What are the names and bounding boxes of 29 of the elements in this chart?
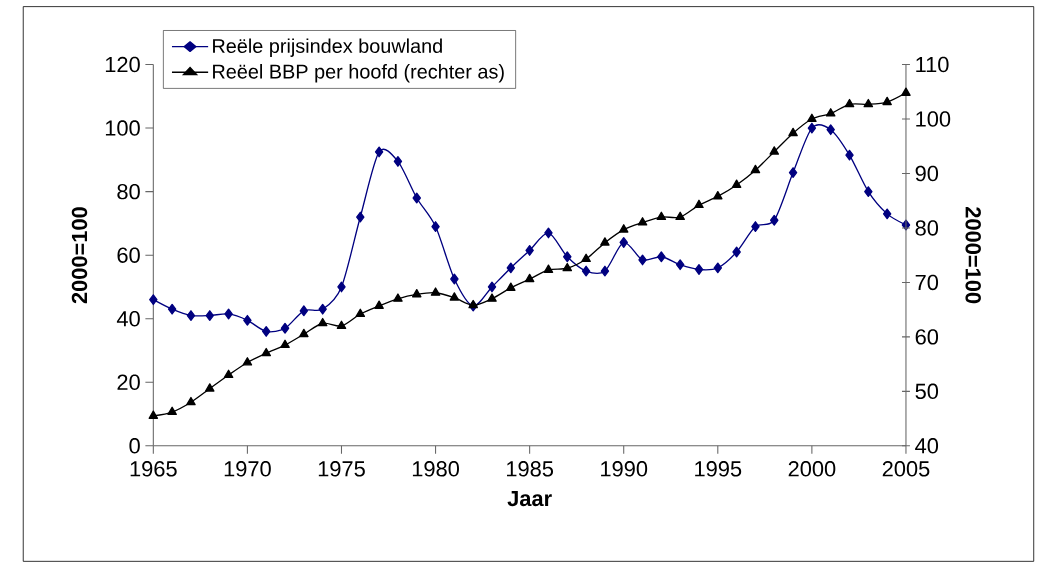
x-tick-label: 1990 bbox=[601, 461, 648, 477]
y2-tick-label: 50 bbox=[915, 383, 939, 400]
x-tick-label: 1980 bbox=[412, 461, 459, 477]
legend-label: Reële prijsindex bouwland bbox=[213, 38, 442, 57]
x-tick-label: 1985 bbox=[507, 461, 554, 477]
legend-label: Reëel BBP per hoofd (rechter as) bbox=[213, 64, 504, 83]
x-tick-label: 1975 bbox=[318, 461, 365, 477]
y2-tick-label: 70 bbox=[915, 274, 939, 291]
x-tick-label: 1970 bbox=[224, 461, 271, 477]
y-tick-label: 0 bbox=[129, 438, 140, 454]
x-tick-label: 2000 bbox=[788, 461, 836, 477]
y-tick-label: 80 bbox=[117, 183, 140, 200]
y2-tick-label: 110 bbox=[916, 56, 949, 73]
x-tick-label: 2005 bbox=[882, 461, 930, 477]
y2-axis-title: 2000=100 bbox=[965, 207, 981, 304]
y-tick-label: 100 bbox=[105, 120, 140, 136]
x-axis-title: Jaar bbox=[507, 490, 552, 507]
y-tick-label: 20 bbox=[117, 374, 140, 391]
y2-tick-label: 90 bbox=[915, 165, 939, 182]
y2-tick-label: 60 bbox=[915, 329, 939, 345]
y-axis-title: 2000=100 bbox=[71, 207, 88, 304]
y-tick-label: 40 bbox=[116, 311, 140, 327]
y-tick-label: 60 bbox=[117, 247, 140, 263]
y-tick-label: 120 bbox=[105, 56, 140, 73]
y2-tick-label: 100 bbox=[916, 111, 951, 127]
y2-tick-label: 40 bbox=[915, 438, 939, 454]
y2-tick-label: 80 bbox=[915, 220, 939, 236]
x-tick-label: 1995 bbox=[695, 461, 742, 477]
x-tick-label: 1965 bbox=[130, 461, 177, 477]
